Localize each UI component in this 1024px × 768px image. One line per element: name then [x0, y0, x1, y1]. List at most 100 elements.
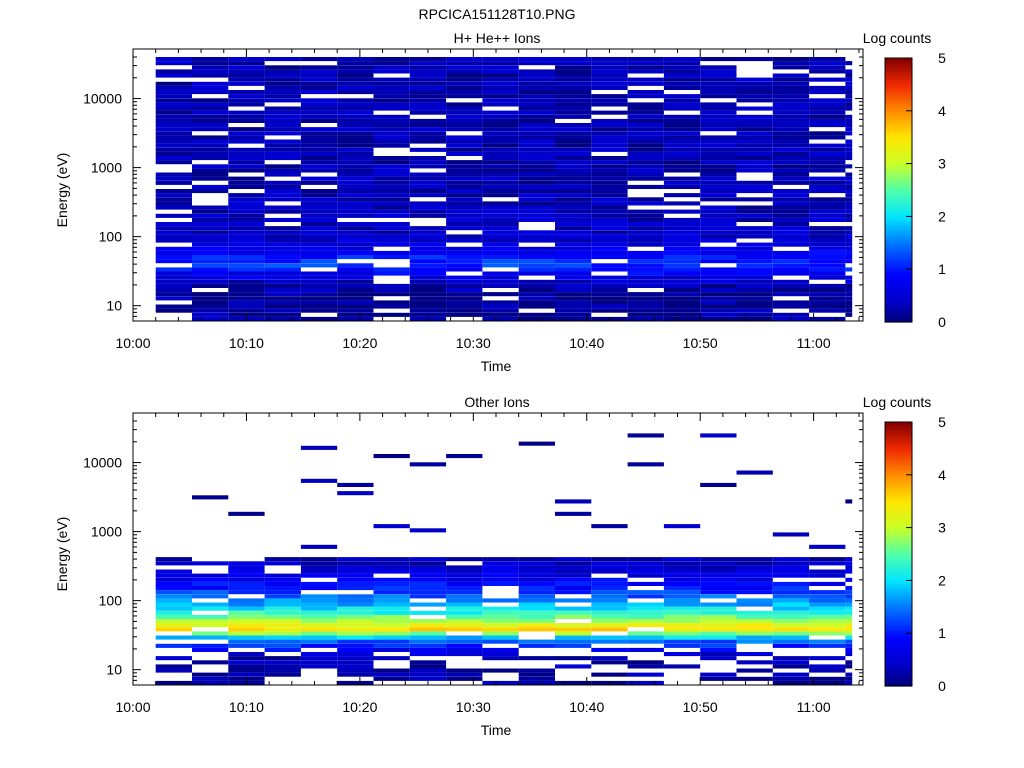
- heatmap-cell: [772, 271, 810, 276]
- colorbar-step: [885, 308, 912, 313]
- heatmap-cell: [700, 143, 737, 148]
- heatmap-cell: [155, 61, 192, 66]
- heatmap-cell: [446, 193, 483, 198]
- heatmap-cell: [373, 213, 410, 218]
- heatmap-cell: [373, 623, 410, 628]
- heatmap-cell: [155, 201, 192, 206]
- colorbar-step: [885, 480, 912, 484]
- heatmap-cell: [155, 57, 192, 62]
- heatmap-cell: [772, 205, 810, 210]
- heatmap-cell: [446, 180, 483, 185]
- heatmap-cell: [264, 627, 301, 632]
- heatmap-cell: [409, 259, 447, 264]
- heatmap-cell: [700, 57, 737, 62]
- heatmap-cell: [736, 316, 773, 321]
- heatmap-cell: [772, 672, 810, 677]
- heatmap-cell: [809, 110, 846, 115]
- heatmap-cell: [845, 565, 853, 570]
- heatmap-cell: [518, 69, 555, 74]
- heatmap-cell: [627, 614, 664, 619]
- heatmap-cell: [446, 176, 483, 181]
- heatmap-cell: [337, 127, 374, 132]
- heatmap-cell: [663, 180, 701, 185]
- heatmap-cell: [772, 135, 810, 140]
- heatmap-cell: [518, 123, 555, 128]
- colorbar-tick-label: 1: [938, 625, 946, 641]
- heatmap-cell: [192, 296, 229, 301]
- heatmap-cell: [845, 172, 853, 177]
- heatmap-cell: [518, 164, 555, 169]
- heatmap-cell: [845, 296, 853, 301]
- heatmap-cell: [809, 246, 846, 251]
- heatmap-cell: [155, 668, 192, 673]
- heatmap-cell: [228, 619, 265, 624]
- heatmap-cell: [482, 168, 519, 173]
- heatmap-cell: [591, 118, 628, 123]
- x-tick-label: 10:10: [229, 335, 264, 351]
- heatmap-cell: [555, 65, 592, 70]
- colorbar-step: [885, 654, 912, 658]
- colorbar-step: [885, 593, 912, 597]
- heatmap-cell: [337, 90, 374, 95]
- heatmap-cell: [300, 238, 338, 243]
- colorbar-step: [885, 635, 912, 640]
- heatmap-cell: [155, 180, 192, 185]
- heatmap-cell: [300, 445, 338, 450]
- colorbar-step: [885, 543, 912, 547]
- heatmap-cell: [337, 312, 374, 317]
- heatmap-cell: [446, 127, 483, 132]
- heatmap-cell: [409, 61, 447, 66]
- heatmap-cell: [772, 213, 810, 218]
- heatmap-cell: [700, 106, 737, 111]
- heatmap-cell: [736, 312, 773, 317]
- heatmap-cell: [700, 81, 737, 86]
- heatmap-cell: [155, 267, 192, 272]
- colorbar-step: [885, 509, 912, 513]
- heatmap-cell: [192, 246, 229, 251]
- heatmap-cell: [809, 189, 846, 194]
- heatmap-cell: [736, 90, 773, 95]
- heatmap-cell: [482, 151, 519, 156]
- heatmap-cell: [228, 201, 265, 206]
- heatmap-cell: [446, 590, 483, 595]
- heatmap-cell: [300, 619, 338, 624]
- heatmap-cell: [300, 259, 338, 264]
- colorbar-step: [885, 160, 912, 165]
- heatmap-cell: [555, 209, 592, 214]
- heatmap-cell: [663, 73, 701, 78]
- heatmap-cell: [337, 569, 374, 574]
- heatmap-cell: [300, 230, 338, 235]
- heatmap-cell: [373, 230, 410, 235]
- heatmap-cell: [155, 230, 192, 235]
- colorbar-step: [885, 424, 912, 428]
- heatmap-cell: [772, 81, 810, 86]
- heatmap-cell: [809, 151, 846, 156]
- heatmap-cell: [155, 619, 192, 624]
- heatmap-cell: [663, 147, 701, 152]
- panel-title: H+ He++ Ions: [454, 30, 541, 46]
- heatmap-cell: [300, 147, 338, 152]
- heatmap-cell: [155, 664, 192, 669]
- heatmap-cell: [555, 180, 592, 185]
- heatmap-cell: [300, 151, 338, 156]
- heatmap-cell: [155, 205, 192, 210]
- heatmap-cell: [772, 614, 810, 619]
- heatmap-cell: [409, 209, 447, 214]
- heatmap-cell: [809, 197, 846, 202]
- heatmap-cell: [591, 217, 628, 222]
- colorbar-step: [885, 596, 912, 600]
- heatmap-cell: [772, 263, 810, 268]
- heatmap-cell: [736, 292, 773, 297]
- heatmap-cell: [845, 623, 853, 628]
- heatmap-cell: [663, 69, 701, 74]
- heatmap-cell: [228, 623, 265, 628]
- colorbar-step: [885, 124, 912, 128]
- heatmap-cell: [700, 180, 737, 185]
- heatmap-cell: [845, 81, 853, 86]
- colorbar-step: [885, 551, 912, 555]
- heatmap-cell: [337, 230, 374, 235]
- heatmap-cell: [155, 581, 192, 586]
- heatmap-cell: [555, 292, 592, 297]
- heatmap-cell: [337, 664, 374, 669]
